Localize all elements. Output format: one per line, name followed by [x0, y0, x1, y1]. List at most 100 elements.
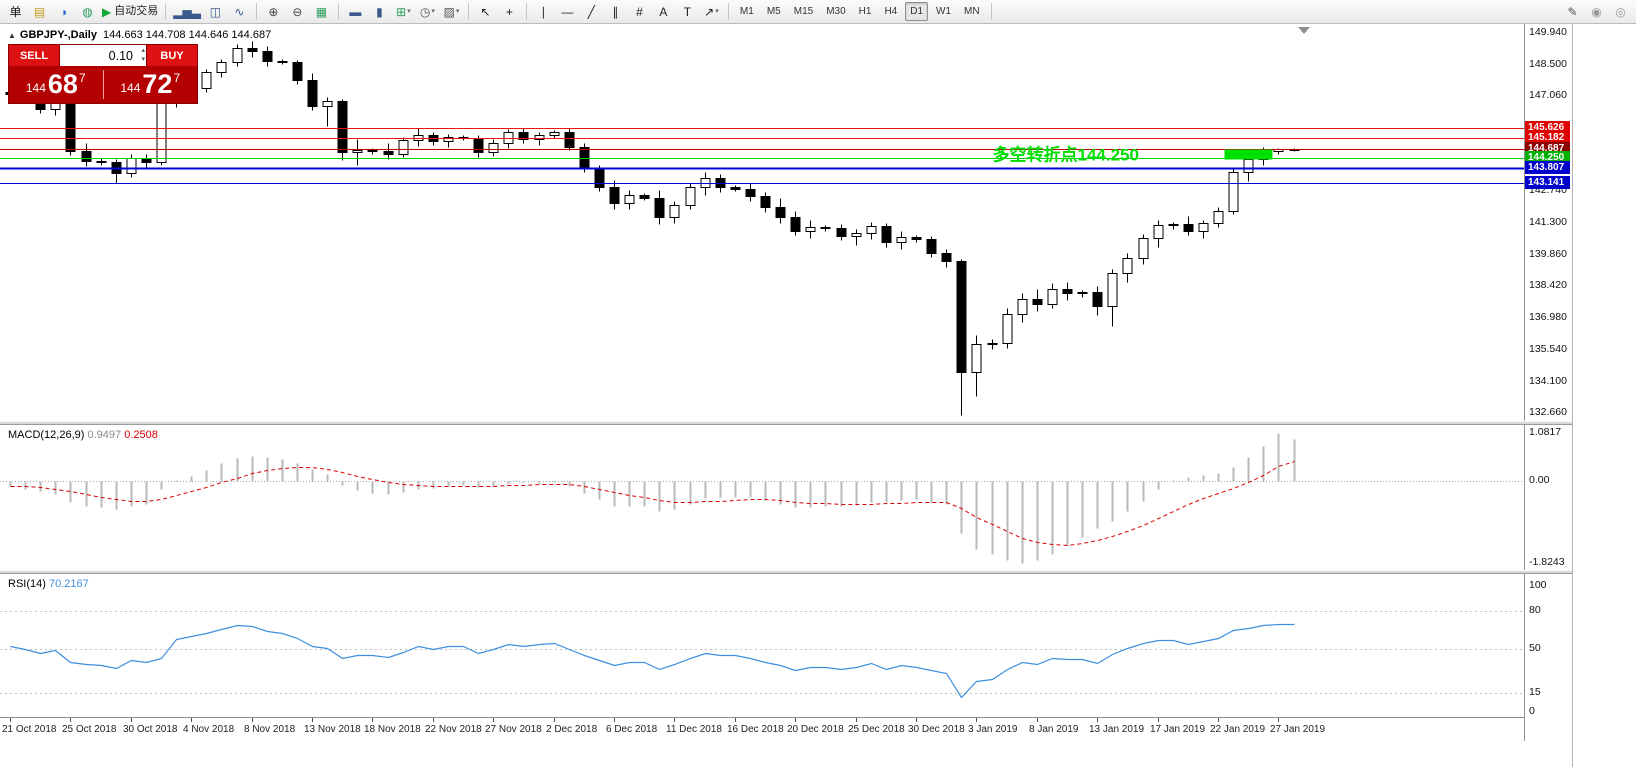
panel-splitter-macd[interactable] [0, 421, 1572, 425]
time-axis-tick [735, 718, 736, 722]
candle [911, 235, 922, 243]
tile-windows-icon[interactable]: ▦ [310, 2, 333, 21]
date-axis-label: 13 Nov 2018 [304, 724, 361, 735]
label-icon[interactable]: T [676, 2, 699, 21]
candle [956, 259, 967, 416]
timeframe-button-H4[interactable]: H4 [884, 6, 898, 17]
price-tag-143.141: 143.141 [1525, 176, 1570, 189]
channel-icon: ∥ [612, 4, 619, 19]
candle [201, 69, 212, 93]
cursor-icon[interactable]: ↖ [474, 2, 497, 21]
bars-chart-icon[interactable]: ▂▅▃ [171, 2, 203, 21]
candle [141, 154, 152, 168]
new-chart-icon: ⊞ [396, 4, 407, 19]
candle [383, 143, 394, 160]
macd-canvas[interactable] [0, 425, 1524, 570]
periods-icon[interactable]: ◷ ▾ [416, 2, 439, 21]
zoom-in-icon[interactable]: ⊕ [262, 2, 285, 21]
crosshair-icon[interactable]: + [498, 2, 521, 21]
timeframe-button-M5[interactable]: M5 [766, 6, 781, 17]
date-axis-label: 21 Oct 2018 [2, 724, 57, 735]
buy-button[interactable]: BUY [147, 45, 197, 66]
arrows-icon[interactable]: ↗ ▾ [700, 2, 723, 21]
market-watch-icon[interactable]: ◑ [52, 2, 75, 21]
toolbar-right-icon-1[interactable]: ◉ [1591, 4, 1602, 19]
vertical-line-icon[interactable]: ∣ [532, 2, 555, 21]
candle [1047, 283, 1058, 309]
macd-axis-label: 0.00 [1529, 474, 1550, 486]
window-right-margin [1572, 24, 1636, 767]
toolbar-separator [525, 3, 527, 20]
date-axis-label: 22 Nov 2018 [425, 724, 482, 735]
price-tag-143.807: 143.807 [1525, 161, 1570, 174]
candle [866, 222, 877, 240]
zoom-out-icon[interactable]: ⊖ [286, 2, 309, 21]
new-order-button[interactable]: 单 [4, 2, 27, 21]
price-scale[interactable]: 149.940148.500147.060145.620144.180142.7… [1524, 24, 1572, 741]
candle [247, 41, 258, 58]
price-axis-label: 141.300 [1529, 216, 1567, 228]
volume-down-button[interactable]: ▾ [141, 56, 145, 63]
timeframe-button-M1[interactable]: M1 [739, 6, 754, 17]
date-axis-label: 8 Jan 2019 [1029, 724, 1079, 735]
macd-signal-line [10, 461, 1295, 547]
rsi-canvas[interactable] [0, 574, 1524, 717]
volume-input[interactable]: 0.10 ▴ ▾ [59, 45, 147, 66]
templates-icon[interactable]: ▨ ▾ [440, 2, 463, 21]
candle [322, 97, 333, 127]
new-chart-icon[interactable]: ⊞ ▾ [392, 2, 415, 21]
candle [971, 335, 982, 397]
channel-icon[interactable]: ∥ [604, 2, 627, 21]
toolbar-right-icon-2[interactable]: ◎ [1615, 4, 1626, 19]
candle [564, 128, 575, 151]
sell-button[interactable]: SELL [9, 45, 59, 66]
new-order-glyph: 单 [9, 4, 22, 19]
candlestick-chart-icon[interactable]: ◫ [204, 2, 227, 21]
rsi-axis-label: 80 [1529, 604, 1541, 616]
candle [851, 229, 862, 246]
highlight-rectangle[interactable] [1224, 149, 1273, 160]
date-axis-label: 30 Oct 2018 [123, 724, 178, 735]
line-chart-icon: ∿ [234, 4, 245, 19]
rsi-line [10, 623, 1295, 699]
timeframe-button-H1[interactable]: H1 [858, 6, 872, 17]
chevron-down-icon: ▾ [431, 8, 435, 15]
tile-vertical-icon[interactable]: ▮ [368, 2, 391, 21]
time-axis[interactable]: 21 Oct 2018 25 Oct 2018 30 Oct 2018 4 Nov 2… [0, 717, 1572, 742]
navigator-icon[interactable]: ◍ [76, 2, 99, 21]
timeframe-button-D1[interactable]: D1 [905, 2, 929, 21]
date-axis-label: 6 Dec 2018 [606, 724, 658, 735]
tile-horizontal-icon[interactable]: ▬ [344, 2, 367, 21]
timeframe-button-M30[interactable]: M30 [826, 6, 846, 17]
candles-group [5, 41, 1300, 416]
candle [609, 180, 620, 210]
timeframe-button-MN[interactable]: MN [964, 6, 980, 17]
buy-price-display[interactable]: 144 72 7 [120, 69, 181, 99]
text-icon[interactable]: A [652, 2, 675, 21]
time-axis-tick [1097, 718, 1098, 722]
trendline-icon[interactable]: ╱ [580, 2, 603, 21]
volume-up-button[interactable]: ▴ [141, 47, 145, 54]
timeframe-button-M15[interactable]: M15 [793, 6, 814, 17]
price-chart-canvas[interactable]: 多空转折点144.250 [0, 24, 1524, 421]
periods-icon: ◷ [419, 4, 431, 19]
candle [820, 225, 831, 232]
chart-annotation-text[interactable]: 多空转折点144.250 [993, 145, 1139, 165]
one-click-collapse-icon[interactable]: ▲ [8, 31, 16, 40]
pencil-icon[interactable]: ✎ [1567, 4, 1578, 19]
fibonacci-icon[interactable]: # [628, 2, 651, 21]
autotrading-button[interactable]: ▶ 自动交易 [100, 2, 160, 21]
time-axis-tick [614, 718, 615, 722]
date-axis-label: 27 Jan 2019 [1270, 724, 1326, 735]
line-chart-icon[interactable]: ∿ [228, 2, 251, 21]
horizontal-line-icon[interactable]: — [556, 2, 579, 21]
sell-price-display[interactable]: 144 68 7 [25, 69, 86, 99]
price-axis-label: 135.540 [1529, 343, 1567, 355]
timeframe-button-W1[interactable]: W1 [936, 6, 952, 17]
trendline-icon: ╱ [587, 4, 596, 19]
price-axis-label: 139.860 [1529, 248, 1567, 260]
zoom-in-icon: ⊕ [268, 4, 279, 19]
chart-profiles-icon[interactable]: ▤ [28, 2, 51, 21]
date-axis-label: 22 Jan 2019 [1210, 724, 1266, 735]
panel-splitter-rsi[interactable] [0, 570, 1572, 574]
